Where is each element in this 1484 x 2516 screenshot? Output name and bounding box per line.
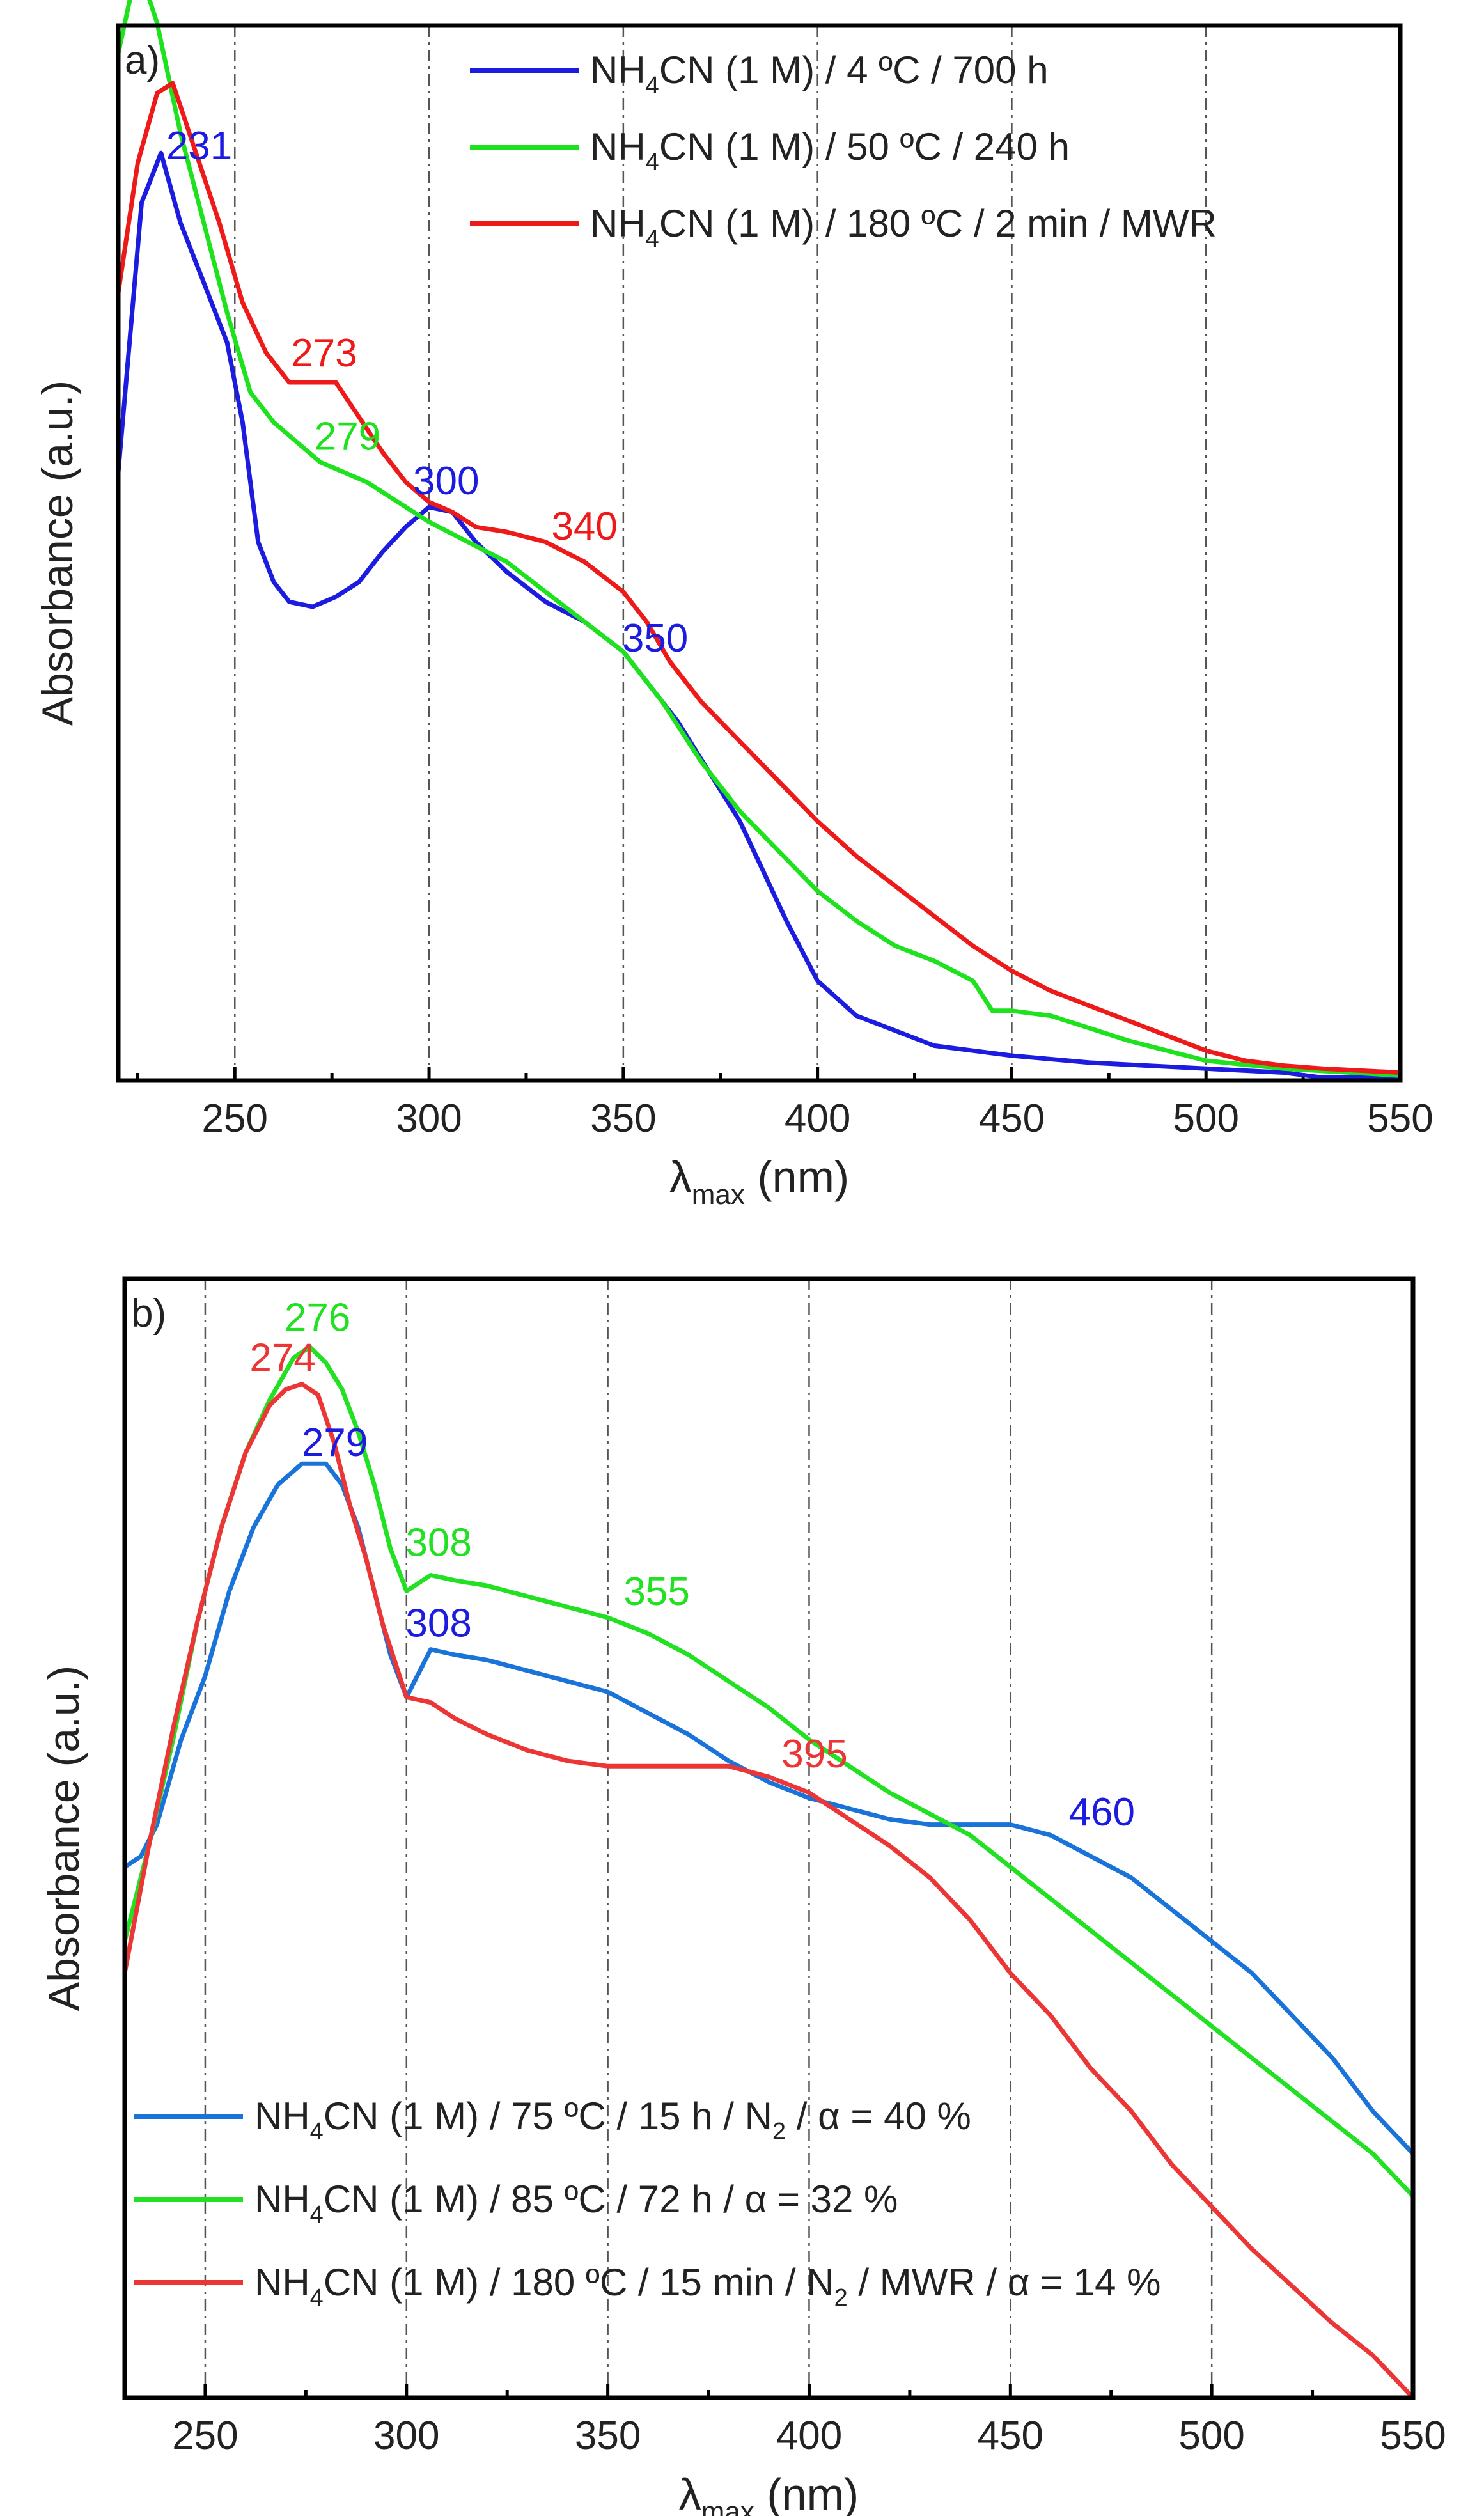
peak-label: 273: [291, 331, 357, 375]
series-line-3: [116, 81, 1403, 1075]
x-tick-label: 550: [1367, 1097, 1433, 1141]
x-tick-label: 500: [1173, 1097, 1238, 1141]
peak-label: 350: [622, 616, 688, 660]
x-tick-label: 350: [590, 1097, 656, 1141]
legend-entry-1: NH4CN (1 M) / 4 ºC / 700 h: [590, 49, 1049, 99]
series-line-2: [116, 0, 1403, 1078]
peak-label: 231: [166, 124, 232, 168]
plot-frame: [122, 1276, 1416, 2400]
y-axis-label: Absorbance (a.u.): [33, 380, 82, 726]
x-tick-label: 500: [1178, 2414, 1244, 2458]
legend-entry-2: NH4CN (1 M) / 85 ºC / 72 h / α = 32 %: [254, 2178, 898, 2228]
panel-a: 2503003504004505005502252312732793003403…: [33, 0, 1433, 1210]
peak-label: 279: [315, 414, 380, 458]
peak-label: 274: [249, 1336, 315, 1380]
legend: NH4CN (1 M) / 75 ºC / 15 h / N2 / α = 40…: [134, 2095, 1161, 2311]
peak-label: 308: [405, 1521, 471, 1565]
series-line-1: [116, 150, 1403, 1080]
x-tick-label: 450: [978, 2414, 1043, 2458]
legend-entry-2: NH4CN (1 M) / 50 ºC / 240 h: [590, 125, 1070, 176]
x-tick-label: 550: [1380, 2414, 1446, 2458]
plot-frame: [116, 23, 1403, 1083]
legend: NH4CN (1 M) / 4 ºC / 700 h NH4CN (1 M) / …: [470, 49, 1217, 253]
x-tick-label: 250: [202, 1097, 268, 1141]
series-line-3: [122, 1382, 1416, 2400]
series-line-1: [122, 1461, 1416, 2156]
x-tick-label: 400: [785, 1097, 850, 1141]
panel-label: b): [131, 1292, 166, 1336]
x-tick-label: 250: [172, 2414, 238, 2458]
series-line-2: [122, 1345, 1416, 2199]
legend-entry-3: NH4CN (1 M) / 180 ºC / 2 min / MWR: [590, 202, 1217, 253]
y-axis-label: Absorbance (a.u.): [40, 1666, 88, 2012]
x-tick-label: 350: [575, 2414, 641, 2458]
x-axis-label: λmax (nm): [679, 2469, 859, 2516]
legend-entry-3: NH4CN (1 M) / 180 ºC / 15 min / N2 / MWR…: [254, 2261, 1161, 2311]
peak-label: 340: [551, 504, 617, 549]
panel-label: a): [125, 38, 160, 82]
peak-label: 300: [413, 459, 479, 503]
x-axis-label: λmax (nm): [669, 1152, 849, 1210]
peak-label: 395: [781, 1732, 847, 1776]
peak-label: 308: [405, 1602, 471, 1646]
peak-label: 355: [623, 1570, 689, 1614]
peak-label: 279: [302, 1421, 368, 1465]
x-tick-label: 450: [979, 1097, 1045, 1141]
peak-label: 276: [285, 1296, 350, 1340]
peak-label: 460: [1069, 1790, 1135, 1834]
x-tick-label: 400: [776, 2414, 842, 2458]
legend-entry-1: NH4CN (1 M) / 75 ºC / 15 h / N2 / α = 40…: [254, 2095, 971, 2145]
x-tick-label: 300: [373, 2414, 439, 2458]
x-tick-label: 300: [396, 1097, 462, 1141]
